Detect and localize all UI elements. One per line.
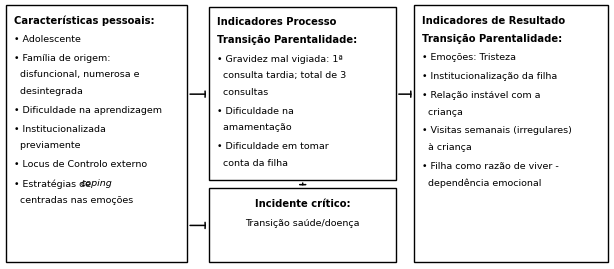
Text: Características pessoais:: Características pessoais: bbox=[14, 16, 155, 26]
Text: amamentação: amamentação bbox=[217, 123, 292, 132]
Text: • Dificuldade na aprendizagem: • Dificuldade na aprendizagem bbox=[14, 106, 162, 115]
Text: • Família de origem:: • Família de origem: bbox=[14, 54, 111, 63]
Text: • Adolescente: • Adolescente bbox=[14, 35, 81, 44]
Text: Transição Parentalidade:: Transição Parentalidade: bbox=[217, 35, 357, 45]
Text: • Relação instável com a: • Relação instável com a bbox=[422, 91, 541, 100]
Text: • Filha como razão de viver -: • Filha como razão de viver - bbox=[422, 162, 559, 171]
Text: Indicadores Processo: Indicadores Processo bbox=[217, 17, 336, 27]
Text: à criança: à criança bbox=[422, 143, 472, 152]
Text: desintegrada: desintegrada bbox=[14, 87, 83, 96]
Bar bbox=[6, 5, 187, 262]
Text: • Visitas semanais (irregulares): • Visitas semanais (irregulares) bbox=[422, 126, 572, 135]
Text: disfuncional, numerosa e: disfuncional, numerosa e bbox=[14, 70, 139, 79]
Text: • Institucionalização da filha: • Institucionalização da filha bbox=[422, 72, 558, 81]
Text: Transição saúde/doença: Transição saúde/doença bbox=[245, 219, 360, 228]
Text: coping: coping bbox=[80, 179, 112, 188]
Text: • Locus de Controlo externo: • Locus de Controlo externo bbox=[14, 160, 147, 169]
Text: • Dificuldade na: • Dificuldade na bbox=[217, 107, 293, 116]
Bar bbox=[414, 5, 608, 262]
Text: • Dificuldade em tomar: • Dificuldade em tomar bbox=[217, 142, 328, 151]
Text: • Gravidez mal vigiada: 1ª: • Gravidez mal vigiada: 1ª bbox=[217, 55, 343, 63]
Text: conta da filha: conta da filha bbox=[217, 159, 288, 168]
Text: Transição Parentalidade:: Transição Parentalidade: bbox=[422, 34, 562, 44]
Bar bbox=[209, 188, 396, 262]
Text: previamente: previamente bbox=[14, 141, 80, 150]
Text: centradas nas emoções: centradas nas emoções bbox=[14, 196, 133, 205]
Text: consulta tardia; total de 3: consulta tardia; total de 3 bbox=[217, 71, 346, 80]
Text: • Estratégias de: • Estratégias de bbox=[14, 179, 94, 189]
Text: Indicadores de Resultado: Indicadores de Resultado bbox=[422, 16, 565, 26]
Text: • Institucionalizada: • Institucionalizada bbox=[14, 125, 106, 134]
Text: • Emoções: Tristeza: • Emoções: Tristeza bbox=[422, 53, 516, 62]
Text: criança: criança bbox=[422, 108, 464, 116]
Text: consultas: consultas bbox=[217, 88, 268, 97]
Text: Incidente crítico:: Incidente crítico: bbox=[255, 199, 350, 208]
Bar bbox=[209, 7, 396, 180]
Text: dependência emocional: dependência emocional bbox=[422, 179, 542, 188]
